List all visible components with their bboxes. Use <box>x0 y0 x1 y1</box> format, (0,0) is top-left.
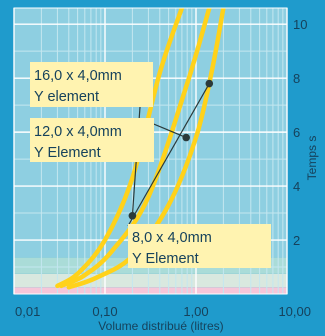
series-label-box-2 <box>30 118 154 162</box>
series-label-2-line-1: 12,0 x 4,0mm <box>34 124 122 140</box>
series-label-1-line-2: Y element <box>34 89 99 105</box>
y-tick-label: 4 <box>293 179 300 194</box>
plot-frame <box>13 7 288 295</box>
series-label-box-3 <box>128 224 271 268</box>
x-tick-labels: 0,01 0,10 1,00 10,00 <box>15 304 311 319</box>
x-tick-label: 0,10 <box>92 304 117 319</box>
x-axis-label: Volume distribué (litres) <box>98 319 223 333</box>
x-tick-label: 0,01 <box>15 304 40 319</box>
series-label-3-line-2: Y Element <box>132 251 199 267</box>
series-label-3-line-1: 8,0 x 4,0mm <box>132 230 212 246</box>
series-label-box-1 <box>30 62 153 107</box>
label-leader-3 <box>127 83 210 227</box>
series-line-2 <box>58 8 212 289</box>
series-label-1-line-1: 16,0 x 4,0mm <box>34 68 122 84</box>
series-label-2-line-2: Y Element <box>34 145 101 161</box>
y-tick-label: 2 <box>293 233 300 248</box>
series-curves <box>55 8 226 290</box>
series-line-1 <box>55 8 185 289</box>
y-tick-label: 10 <box>293 17 307 32</box>
y-axis-label: Temps s <box>305 136 319 181</box>
x-tick-label: 10,00 <box>278 304 311 319</box>
background-band <box>14 273 287 288</box>
y-tick-label: 8 <box>293 71 300 86</box>
series-line-3 <box>66 8 226 290</box>
y-tick-labels: 2 4 6 8 10 <box>293 17 307 248</box>
background-band <box>14 287 287 294</box>
x-tick-label: 1,00 <box>183 304 208 319</box>
y-tick-label: 6 <box>293 125 300 140</box>
series-marker-3 <box>205 79 214 88</box>
series-labels: 16,0 x 4,0mm Y element 12,0 x 4,0mm Y Eleme… <box>30 62 271 268</box>
